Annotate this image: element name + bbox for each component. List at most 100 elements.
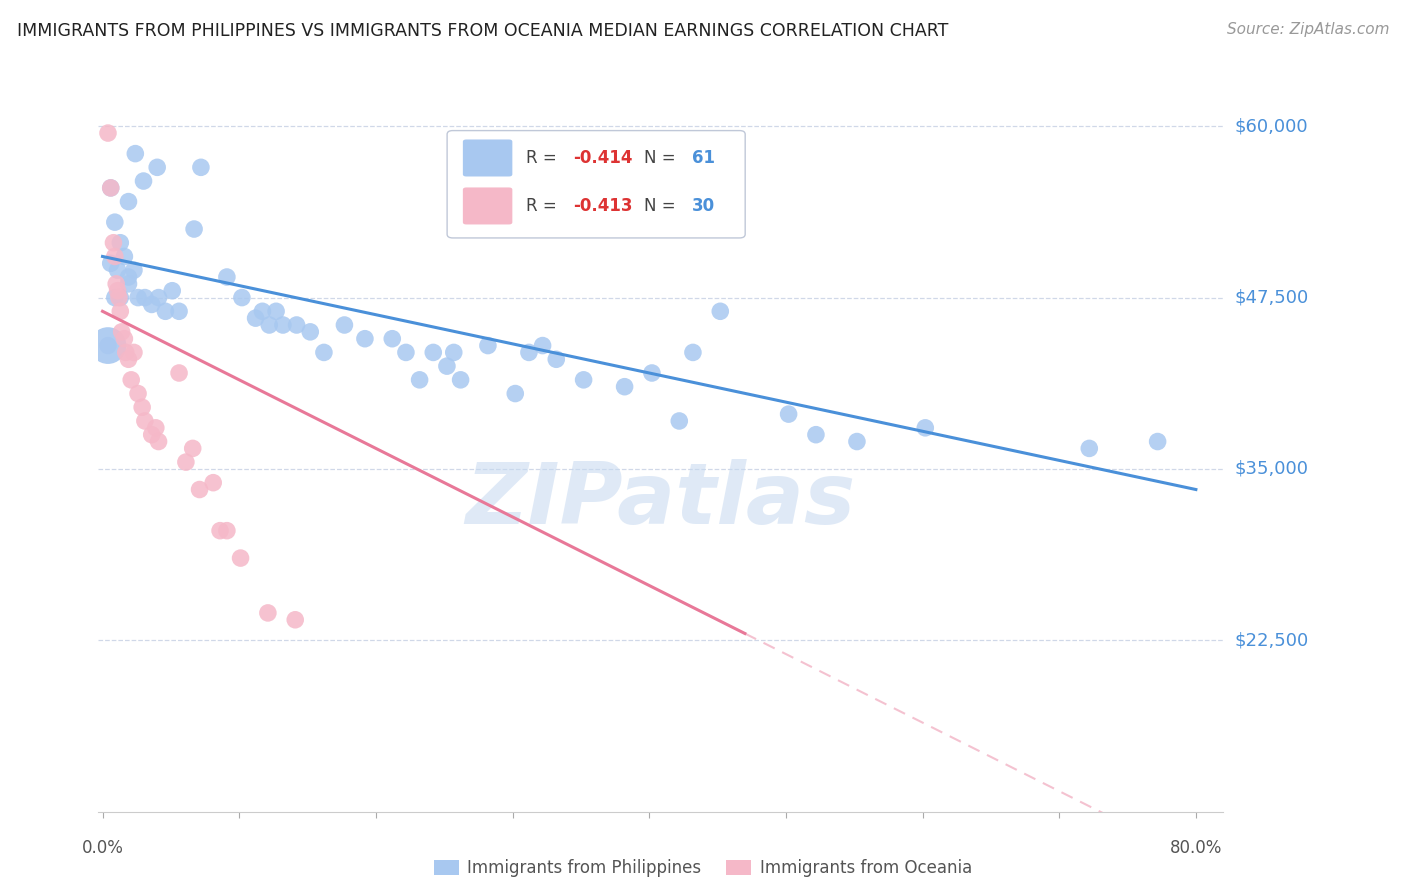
Text: $22,500: $22,500	[1234, 632, 1309, 649]
Point	[778, 407, 800, 421]
Point	[127, 386, 149, 401]
Point	[668, 414, 690, 428]
Text: -0.413: -0.413	[574, 197, 633, 215]
Point	[120, 373, 142, 387]
Point	[112, 249, 135, 264]
Point	[231, 291, 253, 305]
Point	[105, 277, 128, 291]
Text: -0.414: -0.414	[574, 149, 633, 167]
Point	[264, 304, 287, 318]
Point	[443, 345, 465, 359]
Point	[104, 249, 127, 264]
Point	[145, 421, 167, 435]
Point	[110, 304, 132, 318]
Point	[271, 318, 294, 332]
Point	[100, 256, 122, 270]
Point	[285, 318, 308, 332]
Text: $47,500: $47,500	[1234, 289, 1309, 307]
Point	[422, 345, 444, 359]
FancyBboxPatch shape	[447, 130, 745, 238]
Point	[117, 352, 139, 367]
Text: $60,000: $60,000	[1234, 117, 1308, 136]
Point	[117, 194, 139, 209]
Point	[148, 434, 170, 449]
Text: ZIPatlas: ZIPatlas	[465, 459, 856, 542]
Point	[127, 291, 149, 305]
Point	[245, 311, 267, 326]
Point	[845, 434, 868, 449]
Point	[134, 291, 156, 305]
Point	[682, 345, 704, 359]
Point	[215, 524, 238, 538]
Point	[641, 366, 664, 380]
Point	[408, 373, 430, 387]
Point	[183, 222, 205, 236]
Point	[117, 277, 139, 291]
Text: R =: R =	[526, 149, 562, 167]
Point	[531, 338, 554, 352]
Point	[167, 366, 190, 380]
Point	[160, 284, 183, 298]
Point	[229, 551, 252, 566]
Point	[395, 345, 418, 359]
Point	[477, 338, 499, 352]
Point	[103, 235, 125, 250]
Point	[155, 304, 177, 318]
Point	[104, 215, 127, 229]
Point	[107, 263, 129, 277]
Point	[134, 414, 156, 428]
Text: Source: ZipAtlas.com: Source: ZipAtlas.com	[1226, 22, 1389, 37]
Point	[436, 359, 458, 373]
Point	[252, 304, 274, 318]
Point	[117, 270, 139, 285]
Point	[354, 332, 377, 346]
Point	[190, 161, 212, 175]
Point	[209, 524, 232, 538]
Text: 61: 61	[692, 149, 716, 167]
Point	[146, 161, 169, 175]
Point	[108, 291, 131, 305]
Point	[450, 373, 472, 387]
Point	[202, 475, 225, 490]
Point	[122, 345, 145, 359]
Point	[312, 345, 335, 359]
Point	[572, 373, 595, 387]
Point	[100, 181, 122, 195]
Point	[107, 284, 129, 298]
Text: 80.0%: 80.0%	[1170, 839, 1222, 857]
Point	[188, 483, 211, 497]
Point	[132, 174, 155, 188]
Point	[111, 325, 134, 339]
Point	[97, 126, 120, 140]
Point	[174, 455, 197, 469]
Point	[141, 297, 163, 311]
Point	[503, 386, 526, 401]
Text: N =: N =	[644, 197, 681, 215]
Point	[299, 325, 322, 339]
Legend: Immigrants from Philippines, Immigrants from Oceania: Immigrants from Philippines, Immigrants …	[427, 853, 979, 884]
Point	[284, 613, 307, 627]
Point	[381, 332, 404, 346]
Point	[333, 318, 356, 332]
FancyBboxPatch shape	[463, 187, 512, 225]
Point	[1146, 434, 1168, 449]
Point	[148, 291, 170, 305]
Point	[215, 270, 238, 285]
Point	[97, 338, 120, 352]
Point	[122, 263, 145, 277]
Point	[181, 442, 204, 456]
Text: IMMIGRANTS FROM PHILIPPINES VS IMMIGRANTS FROM OCEANIA MEDIAN EARNINGS CORRELATI: IMMIGRANTS FROM PHILIPPINES VS IMMIGRANT…	[17, 22, 948, 40]
Text: 0.0%: 0.0%	[82, 839, 124, 857]
Point	[167, 304, 190, 318]
Point	[131, 401, 153, 415]
Point	[141, 427, 163, 442]
FancyBboxPatch shape	[463, 139, 512, 177]
Point	[804, 427, 827, 442]
Point	[110, 235, 132, 250]
Point	[613, 380, 636, 394]
Point	[100, 181, 122, 195]
Text: N =: N =	[644, 149, 681, 167]
Point	[257, 606, 280, 620]
Point	[110, 291, 132, 305]
Point	[914, 421, 936, 435]
